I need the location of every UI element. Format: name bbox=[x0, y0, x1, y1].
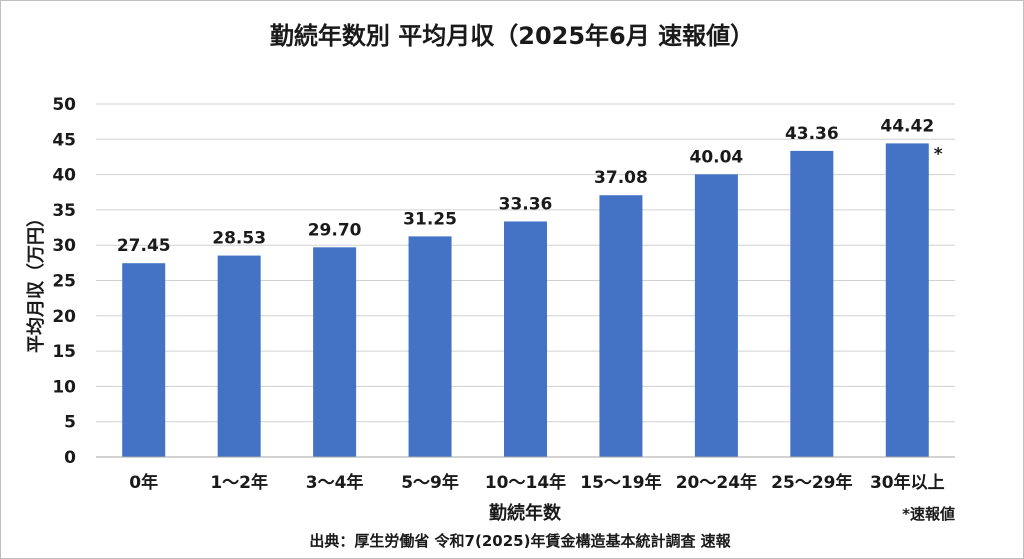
bar bbox=[217, 255, 261, 457]
bar bbox=[504, 221, 547, 457]
y-tick-label: 45 bbox=[52, 130, 76, 150]
x-tick-label: 0年 bbox=[129, 472, 158, 493]
y-tick-label: 15 bbox=[52, 342, 76, 362]
source-note: 出典：厚生労働省 令和7(2025)年賃金構造基本統計調査 速報 bbox=[309, 532, 731, 550]
footnote: *速報値 bbox=[902, 505, 955, 523]
x-tick-label: 5～9年 bbox=[401, 472, 459, 493]
value-label: 31.25 bbox=[403, 209, 457, 229]
value-label: 40.04 bbox=[689, 147, 743, 167]
y-tick-label: 40 bbox=[52, 166, 76, 186]
x-tick-label: 15～19年 bbox=[580, 472, 661, 493]
annotation-asterisk: * bbox=[934, 144, 943, 164]
annotations: * bbox=[934, 144, 943, 164]
value-label: 37.08 bbox=[594, 168, 648, 188]
y-tick-label: 10 bbox=[52, 377, 76, 397]
value-label: 28.53 bbox=[212, 229, 266, 249]
x-tick-label: 20～24年 bbox=[676, 472, 757, 493]
bar bbox=[408, 236, 452, 457]
y-axis-ticks: 0 5 10 15 20 25 30 35 40 45 50 bbox=[52, 95, 76, 468]
y-tick-label: 25 bbox=[52, 272, 76, 292]
y-tick-label: 0 bbox=[64, 448, 76, 468]
bar bbox=[599, 195, 643, 457]
y-tick-label: 30 bbox=[52, 236, 76, 256]
bar bbox=[885, 143, 929, 457]
value-label: 43.36 bbox=[785, 124, 839, 144]
x-axis-label: 勤続年数 bbox=[489, 502, 562, 524]
value-label: 44.42 bbox=[880, 116, 934, 136]
bar bbox=[313, 247, 357, 457]
chart-title: 勤続年数別 平均月収（2025年6月 速報値） bbox=[270, 22, 754, 50]
bar bbox=[790, 150, 834, 457]
bar bbox=[694, 174, 738, 457]
y-tick-label: 50 bbox=[52, 95, 76, 115]
x-tick-label: 1～2年 bbox=[210, 472, 268, 493]
x-axis-ticks: 0年 1～2年 3～4年 5～9年 10～14年 15～19年 20～24年 25～29年 30… bbox=[129, 472, 944, 493]
x-tick-label: 30年以上 bbox=[870, 472, 945, 493]
y-tick-label: 5 bbox=[64, 413, 76, 433]
value-label: 29.70 bbox=[308, 220, 362, 240]
y-tick-label: 20 bbox=[52, 307, 76, 327]
x-tick-label: 25～29年 bbox=[771, 472, 852, 493]
value-label: 27.45 bbox=[117, 236, 171, 256]
y-axis-label: 平均月収（万円） bbox=[25, 209, 47, 353]
y-tick-label: 35 bbox=[52, 201, 76, 221]
value-label: 33.36 bbox=[499, 194, 553, 214]
bar bbox=[122, 263, 166, 457]
x-tick-label: 3～4年 bbox=[306, 472, 364, 493]
x-tick-label: 10～14年 bbox=[485, 472, 566, 493]
bars bbox=[122, 143, 929, 457]
value-labels: 27.45 28.53 29.70 31.25 33.36 37.08 40.04 43.36… bbox=[117, 116, 934, 256]
